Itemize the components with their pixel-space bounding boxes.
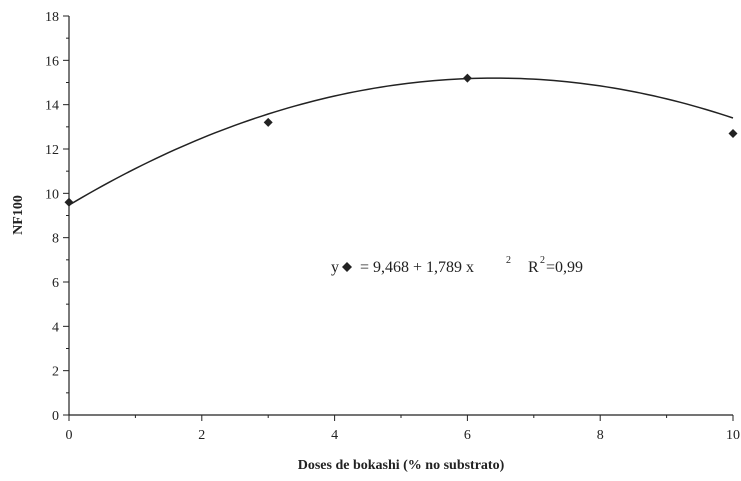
data-point [64,197,74,207]
y-tick-label: 2 [52,365,59,380]
x-tick-label: 0 [66,428,73,443]
y-axis-title: NF100 [11,195,26,235]
x-tick-label: 4 [331,428,338,443]
y-tick-label: 16 [45,54,59,69]
trendline-curve [68,77,734,206]
data-point [263,117,273,127]
equation-y: y [331,259,339,276]
legend-diamond-marker [342,262,352,272]
equation-exponent: 2 [506,255,511,266]
equation-body: = 9,468 + 1,789 x [360,259,474,276]
x-tick-label: 8 [597,428,604,443]
trendline-equation: y = 9,468 + 1,789 x 2 R 2 =0,99 [331,255,583,276]
r2-exponent: 2 [540,255,545,266]
x-tick-label: 10 [726,428,740,443]
x-axis-title: Doses de bokashi (% no substrato) [298,458,505,473]
r2-value: =0,99 [546,259,583,276]
x-tick-label: 6 [464,428,471,443]
y-tick-label: 18 [45,10,59,25]
data-point [462,73,472,83]
y-tick-label: 12 [45,143,59,158]
y-ticks: 0 2 4 6 8 10 12 14 16 18 [45,10,69,424]
data-point [728,128,738,138]
x-tick-label: 2 [198,428,205,443]
y-tick-label: 10 [45,187,59,202]
data-points [64,73,738,207]
y-tick-label: 8 [52,232,59,247]
r2-label: R [528,259,539,276]
x-ticks: 0 2 4 6 8 10 [66,415,740,443]
y-tick-label: 0 [52,409,59,424]
y-tick-label: 14 [45,99,59,114]
y-tick-label: 4 [52,320,59,335]
y-tick-label: 6 [52,276,59,291]
